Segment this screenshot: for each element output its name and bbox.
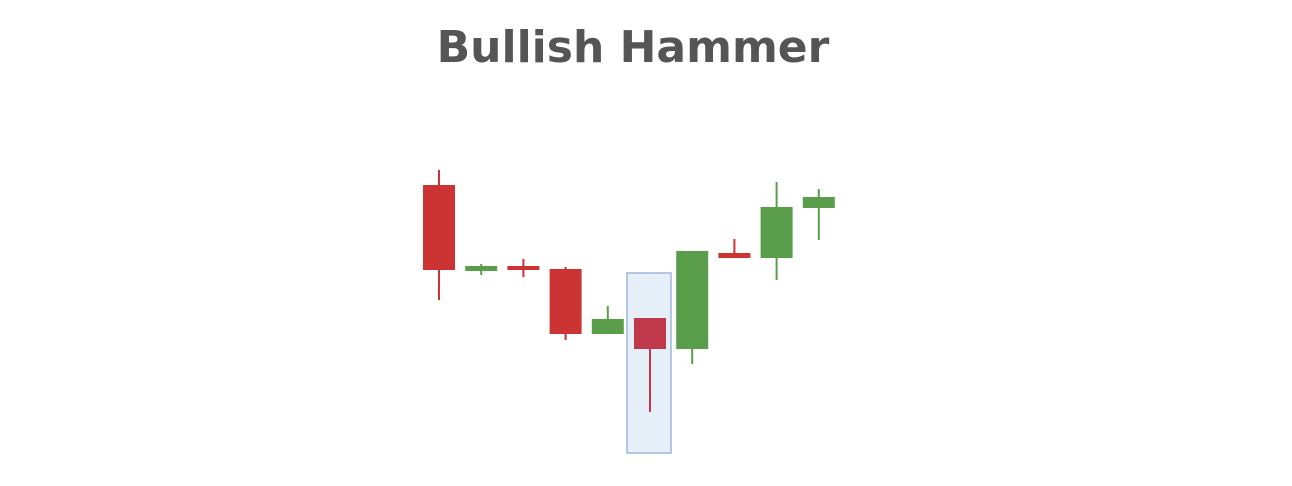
- chart-title: Bullish Hammer: [437, 22, 830, 73]
- candle-body: [507, 266, 540, 270]
- candle-body: [802, 197, 835, 208]
- candle-body: [718, 253, 751, 258]
- candle-body: [676, 251, 709, 349]
- candle-body: [634, 318, 666, 349]
- candle-body: [549, 269, 582, 334]
- candle-body: [760, 207, 793, 258]
- candle-body: [465, 266, 498, 271]
- candle-body: [423, 185, 455, 270]
- candle-body: [591, 319, 624, 334]
